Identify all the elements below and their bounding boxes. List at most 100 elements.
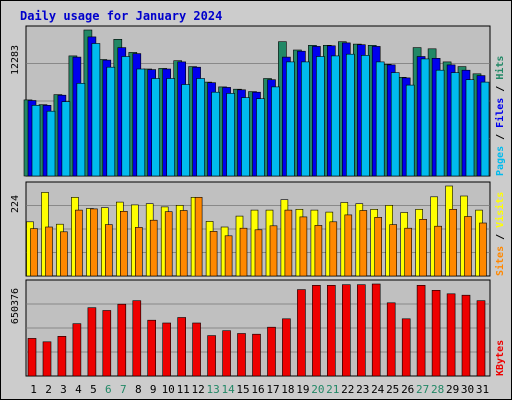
bar-sites-7 [120, 211, 128, 277]
bar-sites-4 [75, 209, 83, 277]
bar-pages-14 [226, 93, 235, 177]
legend-entry-hits: Hits [494, 56, 506, 80]
bar-kbytes-15 [237, 333, 246, 377]
bar-kbytes-28 [431, 289, 441, 377]
day-label-13: 13 [206, 383, 219, 396]
day-label-9: 9 [150, 383, 157, 396]
bar-sites-23 [359, 210, 368, 277]
day-label-30: 30 [461, 383, 474, 396]
bar-sites-12 [194, 197, 203, 277]
legend-1: Pages / Files / Hits [494, 56, 506, 176]
bar-kbytes-31 [476, 300, 486, 377]
y-max-label: 12283 [10, 45, 21, 75]
chart-title: Daily usage for January 2024 [20, 9, 222, 23]
bar-pages-26 [405, 84, 415, 177]
bar-kbytes-30 [461, 294, 471, 377]
bar-pages-6 [106, 66, 116, 177]
bar-kbytes-20 [312, 284, 321, 377]
bar-kbytes-19 [297, 289, 306, 377]
bar-sites-3 [60, 231, 68, 277]
bar-pages-10 [166, 78, 175, 177]
chart-panels: 12283 Pages / Files / Hits 224 Sites / Visi… [10, 25, 506, 377]
day-label-17: 17 [266, 383, 279, 396]
panel-2: 224 Sites / Visits [10, 181, 506, 277]
bar-pages-18 [286, 61, 295, 177]
day-label-15: 15 [236, 383, 249, 396]
day-label-14: 14 [221, 383, 235, 396]
day-label-19: 19 [296, 383, 309, 396]
y-max-label: 650376 [10, 288, 21, 324]
bar-pages-30 [465, 79, 475, 177]
bar-sites-5 [90, 208, 98, 277]
day-label-7: 7 [120, 383, 127, 396]
bar-sites-21 [329, 221, 338, 277]
bar-pages-11 [181, 84, 190, 177]
panel-3: 650376 KBytes [10, 279, 506, 377]
legend-separator: / [495, 228, 506, 246]
bar-kbytes-27 [416, 284, 426, 377]
bar-pages-29 [450, 72, 460, 177]
bar-pages-31 [480, 81, 490, 177]
bar-kbytes-3 [57, 335, 67, 377]
day-label-5: 5 [90, 383, 97, 396]
bar-kbytes-11 [177, 317, 186, 377]
bar-sites-24 [374, 217, 383, 277]
day-label-24: 24 [371, 383, 385, 396]
bar-sites-25 [389, 224, 398, 277]
bar-kbytes-23 [356, 284, 366, 377]
day-label-27: 27 [416, 383, 429, 396]
bar-sites-22 [344, 214, 353, 277]
bar-kbytes-16 [252, 333, 261, 377]
day-label-28: 28 [431, 383, 444, 396]
day-label-16: 16 [251, 383, 264, 396]
bar-pages-17 [271, 86, 280, 177]
bar-sites-28 [434, 225, 442, 277]
bar-sites-30 [464, 216, 472, 277]
bar-kbytes-21 [326, 284, 336, 377]
bar-pages-7 [121, 56, 131, 177]
day-label-3: 3 [60, 383, 67, 396]
bar-sites-8 [135, 227, 143, 277]
panel-1: 12283 Pages / Files / Hits [10, 25, 506, 177]
bar-sites-11 [179, 210, 188, 277]
bar-pages-27 [420, 58, 430, 177]
day-label-1: 1 [30, 383, 37, 396]
bar-pages-1 [31, 105, 41, 177]
bar-sites-20 [314, 225, 323, 277]
bar-sites-26 [404, 227, 413, 277]
bar-kbytes-29 [446, 293, 456, 377]
bar-pages-5 [91, 43, 101, 177]
day-label-4: 4 [75, 383, 82, 396]
bar-kbytes-10 [162, 322, 171, 377]
legend-entry-files: Files [494, 98, 506, 128]
bar-kbytes-6 [102, 310, 112, 377]
legend-entry-pages: Pages [495, 146, 506, 176]
day-label-18: 18 [281, 383, 294, 396]
legend-2: Sites / Visits [494, 192, 506, 276]
bar-sites-29 [449, 209, 457, 277]
bar-kbytes-9 [147, 319, 156, 377]
bar-pages-16 [256, 98, 265, 177]
day-axis-labels: 1 2 3 4 5 6 7 8 9 10 11 12 13 14 15 16 17 18 19 20 21 22 23 24 2… [30, 383, 489, 396]
day-label-2: 2 [45, 383, 52, 396]
day-label-6: 6 [105, 383, 112, 396]
bar-sites-17 [269, 225, 278, 277]
bar-sites-6 [105, 224, 113, 277]
bar-pages-19 [301, 61, 310, 177]
bar-sites-13 [209, 231, 218, 277]
day-label-22: 22 [341, 383, 354, 396]
legend-entry-visits: Visits [494, 192, 506, 228]
day-label-25: 25 [386, 383, 399, 396]
bar-sites-1 [30, 228, 38, 277]
bar-kbytes-1 [27, 338, 37, 377]
bar-sites-2 [45, 226, 53, 277]
bar-sites-10 [164, 211, 173, 277]
bar-sites-18 [284, 209, 293, 277]
bar-sites-15 [239, 227, 248, 277]
day-label-10: 10 [162, 383, 175, 396]
bar-pages-8 [136, 68, 146, 177]
bar-kbytes-18 [282, 318, 291, 377]
bar-kbytes-7 [117, 303, 127, 377]
bar-kbytes-26 [401, 318, 411, 377]
bar-kbytes-13 [207, 335, 216, 377]
